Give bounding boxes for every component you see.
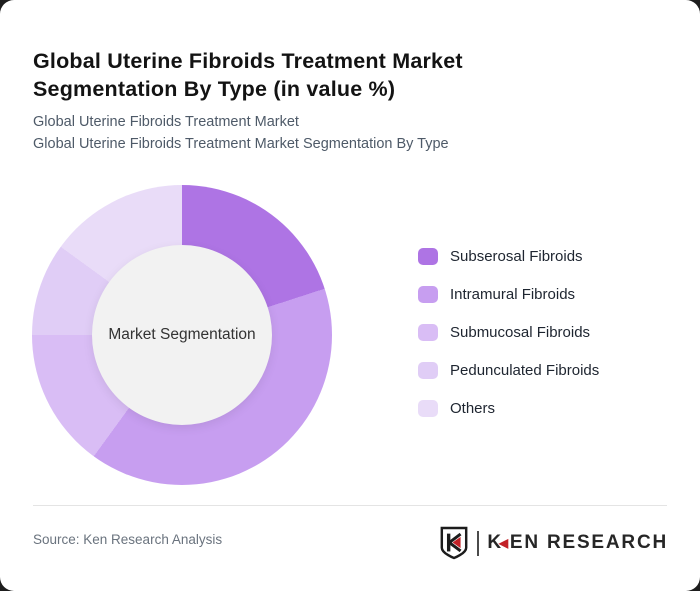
legend-label: Submucosal Fibroids (450, 324, 591, 341)
logo-divider-bar (476, 530, 480, 556)
legend-swatch-icon (418, 362, 438, 379)
legend-item: Submucosal Fibroids (418, 324, 599, 341)
wordmark-k: K (487, 532, 503, 553)
legend-label: Subserosal Fibroids (450, 248, 583, 265)
legend-swatch-icon (418, 324, 438, 341)
ken-research-logo: K ◀ EN RESEARCH (439, 526, 668, 560)
legend-item: Others (418, 400, 599, 417)
legend-swatch-icon (418, 286, 438, 303)
legend-swatch-icon (418, 400, 438, 417)
donut-center-label: Market Segmentation (108, 326, 256, 343)
subtitle-block: Global Uterine Fibroids Treatment Market… (33, 112, 449, 155)
legend-item: Subserosal Fibroids (418, 248, 599, 265)
legend-label: Pedunculated Fibroids (450, 362, 600, 379)
subtitle-line-2: Global Uterine Fibroids Treatment Market… (33, 135, 449, 152)
legend-item: Intramural Fibroids (418, 286, 599, 303)
page-title: Global Uterine Fibroids Treatment Market… (33, 49, 463, 102)
legend-label: Others (450, 400, 496, 417)
chart-legend: Subserosal Fibroids Intramural Fibroids … (418, 248, 599, 417)
ken-research-shield-icon (440, 526, 468, 560)
wordmark-rest: EN RESEARCH (509, 532, 668, 553)
legend-item: Pedunculated Fibroids (418, 362, 599, 379)
donut-chart: Market Segmentation (32, 185, 332, 485)
source-note: Source: Ken Research Analysis (33, 532, 223, 547)
legend-label: Intramural Fibroids (450, 286, 576, 303)
wordmark-red-triangle-icon: ◀ (498, 536, 510, 550)
donut-center: Market Segmentation (92, 245, 272, 425)
footer-divider (33, 505, 667, 506)
legend-swatch-icon (418, 248, 438, 265)
subtitle-line-1: Global Uterine Fibroids Treatment Market (33, 114, 299, 130)
ken-research-wordmark: K ◀ EN RESEARCH (487, 532, 668, 554)
